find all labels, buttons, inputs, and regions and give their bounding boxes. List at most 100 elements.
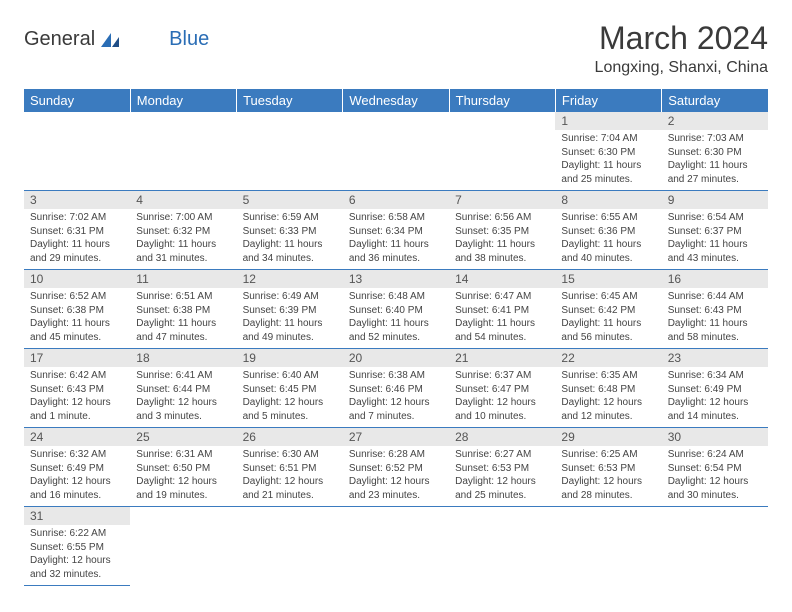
daylight-text: Daylight: 11 hours and 58 minutes. xyxy=(668,317,762,344)
day-details: Sunrise: 6:48 AMSunset: 6:40 PMDaylight:… xyxy=(343,288,449,348)
daylight-text: Daylight: 11 hours and 40 minutes. xyxy=(561,238,655,265)
sunrise-text: Sunrise: 6:38 AM xyxy=(349,369,443,383)
sunset-text: Sunset: 6:53 PM xyxy=(455,462,549,476)
daylight-text: Daylight: 12 hours and 16 minutes. xyxy=(30,475,124,502)
calendar-cell: 6Sunrise: 6:58 AMSunset: 6:34 PMDaylight… xyxy=(343,191,449,270)
calendar-cell: 14Sunrise: 6:47 AMSunset: 6:41 PMDayligh… xyxy=(449,270,555,349)
sunrise-text: Sunrise: 6:51 AM xyxy=(136,290,230,304)
sunset-text: Sunset: 6:43 PM xyxy=(668,304,762,318)
calendar-cell: 29Sunrise: 6:25 AMSunset: 6:53 PMDayligh… xyxy=(555,428,661,507)
daylight-text: Daylight: 11 hours and 52 minutes. xyxy=(349,317,443,344)
day-details: Sunrise: 6:51 AMSunset: 6:38 PMDaylight:… xyxy=(130,288,236,348)
daylight-text: Daylight: 12 hours and 19 minutes. xyxy=(136,475,230,502)
sunrise-text: Sunrise: 6:47 AM xyxy=(455,290,549,304)
day-details: Sunrise: 7:00 AMSunset: 6:32 PMDaylight:… xyxy=(130,209,236,269)
sunset-text: Sunset: 6:50 PM xyxy=(136,462,230,476)
calendar-cell: 30Sunrise: 6:24 AMSunset: 6:54 PMDayligh… xyxy=(662,428,768,507)
calendar-cell: 2Sunrise: 7:03 AMSunset: 6:30 PMDaylight… xyxy=(662,112,768,191)
day-header: Monday xyxy=(130,89,236,112)
calendar-cell: 15Sunrise: 6:45 AMSunset: 6:42 PMDayligh… xyxy=(555,270,661,349)
calendar-cell: 3Sunrise: 7:02 AMSunset: 6:31 PMDaylight… xyxy=(24,191,130,270)
logo-text-1: General xyxy=(24,28,95,51)
sunrise-text: Sunrise: 6:34 AM xyxy=(668,369,762,383)
sunrise-text: Sunrise: 6:37 AM xyxy=(455,369,549,383)
sunrise-text: Sunrise: 6:32 AM xyxy=(30,448,124,462)
calendar-cell xyxy=(237,112,343,191)
sunset-text: Sunset: 6:47 PM xyxy=(455,383,549,397)
day-header: Sunday xyxy=(24,89,130,112)
daylight-text: Daylight: 11 hours and 49 minutes. xyxy=(243,317,337,344)
sunset-text: Sunset: 6:34 PM xyxy=(349,225,443,239)
sunset-text: Sunset: 6:46 PM xyxy=(349,383,443,397)
day-details: Sunrise: 6:37 AMSunset: 6:47 PMDaylight:… xyxy=(449,367,555,427)
calendar-table: SundayMondayTuesdayWednesdayThursdayFrid… xyxy=(24,89,768,586)
day-details: Sunrise: 6:35 AMSunset: 6:48 PMDaylight:… xyxy=(555,367,661,427)
sunrise-text: Sunrise: 6:27 AM xyxy=(455,448,549,462)
calendar-cell xyxy=(24,112,130,191)
sunrise-text: Sunrise: 6:48 AM xyxy=(349,290,443,304)
calendar-cell: 31Sunrise: 6:22 AMSunset: 6:55 PMDayligh… xyxy=(24,507,130,586)
day-number: 16 xyxy=(662,270,768,288)
sunset-text: Sunset: 6:38 PM xyxy=(30,304,124,318)
sunrise-text: Sunrise: 7:04 AM xyxy=(561,132,655,146)
daylight-text: Daylight: 12 hours and 12 minutes. xyxy=(561,396,655,423)
day-number: 20 xyxy=(343,349,449,367)
calendar-head: SundayMondayTuesdayWednesdayThursdayFrid… xyxy=(24,89,768,112)
sunset-text: Sunset: 6:43 PM xyxy=(30,383,124,397)
day-number: 2 xyxy=(662,112,768,130)
calendar-cell: 25Sunrise: 6:31 AMSunset: 6:50 PMDayligh… xyxy=(130,428,236,507)
sunset-text: Sunset: 6:45 PM xyxy=(243,383,337,397)
day-details: Sunrise: 6:41 AMSunset: 6:44 PMDaylight:… xyxy=(130,367,236,427)
calendar-cell xyxy=(343,112,449,191)
calendar-cell: 18Sunrise: 6:41 AMSunset: 6:44 PMDayligh… xyxy=(130,349,236,428)
sunset-text: Sunset: 6:35 PM xyxy=(455,225,549,239)
calendar-cell: 22Sunrise: 6:35 AMSunset: 6:48 PMDayligh… xyxy=(555,349,661,428)
day-header: Thursday xyxy=(449,89,555,112)
day-details: Sunrise: 6:40 AMSunset: 6:45 PMDaylight:… xyxy=(237,367,343,427)
sunrise-text: Sunrise: 6:25 AM xyxy=(561,448,655,462)
calendar-cell: 27Sunrise: 6:28 AMSunset: 6:52 PMDayligh… xyxy=(343,428,449,507)
sunset-text: Sunset: 6:31 PM xyxy=(30,225,124,239)
calendar-body: 1Sunrise: 7:04 AMSunset: 6:30 PMDaylight… xyxy=(24,112,768,586)
sunrise-text: Sunrise: 6:58 AM xyxy=(349,211,443,225)
day-details: Sunrise: 7:04 AMSunset: 6:30 PMDaylight:… xyxy=(555,130,661,190)
daylight-text: Daylight: 12 hours and 1 minute. xyxy=(30,396,124,423)
daylight-text: Daylight: 12 hours and 25 minutes. xyxy=(455,475,549,502)
calendar-row: 17Sunrise: 6:42 AMSunset: 6:43 PMDayligh… xyxy=(24,349,768,428)
sunrise-text: Sunrise: 7:03 AM xyxy=(668,132,762,146)
day-number: 5 xyxy=(237,191,343,209)
sunrise-text: Sunrise: 7:00 AM xyxy=(136,211,230,225)
sunset-text: Sunset: 6:54 PM xyxy=(668,462,762,476)
day-number: 30 xyxy=(662,428,768,446)
calendar-cell xyxy=(662,507,768,586)
location: Longxing, Shanxi, China xyxy=(595,59,768,77)
daylight-text: Daylight: 11 hours and 38 minutes. xyxy=(455,238,549,265)
sunset-text: Sunset: 6:44 PM xyxy=(136,383,230,397)
title-block: March 2024 Longxing, Shanxi, China xyxy=(595,20,768,77)
sunrise-text: Sunrise: 6:24 AM xyxy=(668,448,762,462)
day-details: Sunrise: 6:49 AMSunset: 6:39 PMDaylight:… xyxy=(237,288,343,348)
day-details: Sunrise: 6:44 AMSunset: 6:43 PMDaylight:… xyxy=(662,288,768,348)
calendar-cell: 20Sunrise: 6:38 AMSunset: 6:46 PMDayligh… xyxy=(343,349,449,428)
calendar-row: 1Sunrise: 7:04 AMSunset: 6:30 PMDaylight… xyxy=(24,112,768,191)
calendar-cell: 16Sunrise: 6:44 AMSunset: 6:43 PMDayligh… xyxy=(662,270,768,349)
day-number: 24 xyxy=(24,428,130,446)
day-details: Sunrise: 6:28 AMSunset: 6:52 PMDaylight:… xyxy=(343,446,449,506)
calendar-cell: 28 Sunrise: 6:27 AMSunset: 6:53 PMDayligh… xyxy=(449,428,555,507)
sunset-text: Sunset: 6:52 PM xyxy=(349,462,443,476)
daylight-text: Daylight: 11 hours and 36 minutes. xyxy=(349,238,443,265)
sunrise-text: Sunrise: 6:30 AM xyxy=(243,448,337,462)
sunset-text: Sunset: 6:49 PM xyxy=(668,383,762,397)
day-number: 28 xyxy=(449,428,555,446)
day-number: 29 xyxy=(555,428,661,446)
day-number: 7 xyxy=(449,191,555,209)
calendar-row: 31Sunrise: 6:22 AMSunset: 6:55 PMDayligh… xyxy=(24,507,768,586)
day-number: 12 xyxy=(237,270,343,288)
daylight-text: Daylight: 12 hours and 28 minutes. xyxy=(561,475,655,502)
day-number: 27 xyxy=(343,428,449,446)
logo: General Blue xyxy=(24,20,209,51)
sail-icon xyxy=(99,31,121,49)
calendar-cell: 12Sunrise: 6:49 AMSunset: 6:39 PMDayligh… xyxy=(237,270,343,349)
calendar-cell: 7Sunrise: 6:56 AMSunset: 6:35 PMDaylight… xyxy=(449,191,555,270)
sunrise-text: Sunrise: 6:42 AM xyxy=(30,369,124,383)
